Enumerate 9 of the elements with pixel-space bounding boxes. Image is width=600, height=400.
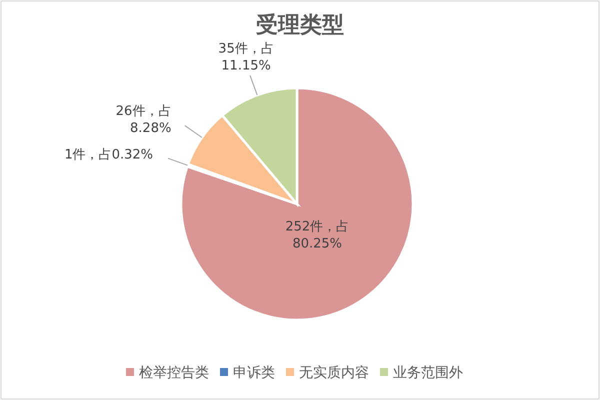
legend-label: 检举控告类 <box>139 365 209 381</box>
chart-title: 受理类型 <box>256 12 344 38</box>
data-label: 1件，占0.32% <box>64 147 154 162</box>
data-label: 35件，占 11.15% <box>218 42 274 74</box>
legend-label: 业务范围外 <box>393 365 463 381</box>
legend-label: 申诉类 <box>233 365 275 381</box>
legend-label: 无实质内容 <box>299 365 369 381</box>
data-label: 26件，占 8.28% <box>116 104 172 136</box>
data-label: 252件，占 80.25% <box>285 219 350 252</box>
